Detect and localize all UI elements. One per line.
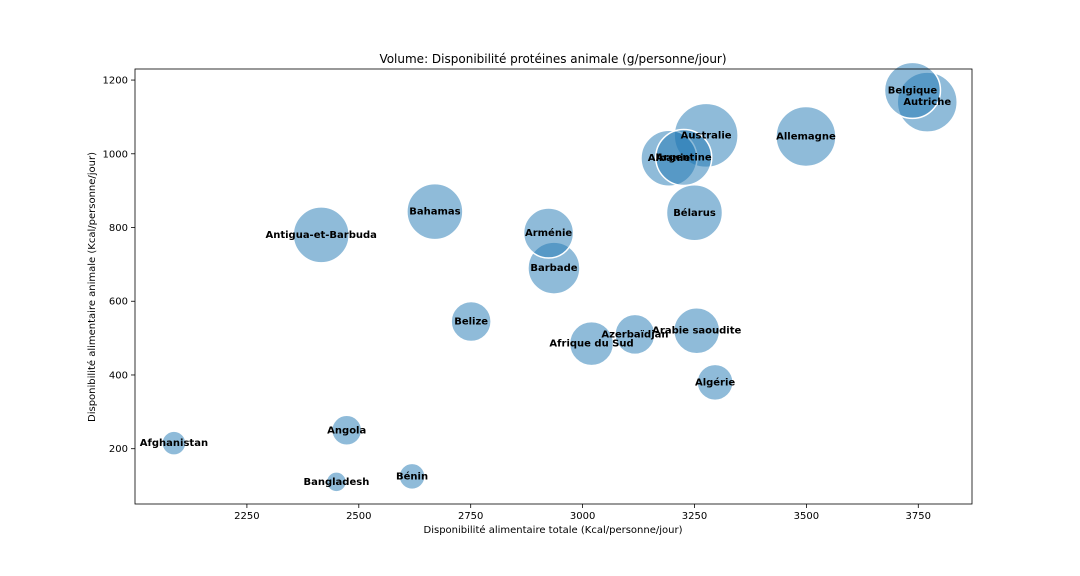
point-label: Bénin [396,470,428,482]
point-label: Allemagne [776,131,836,142]
bubble-point [614,313,656,356]
bubble-point [450,300,492,343]
point-label: Antigua-et-Barbuda [265,230,376,241]
y-axis-label: Disponibilité alimentaire animale (Kcal/… [86,152,98,422]
bubble-point [696,363,734,402]
y-tick-label: 1000 [103,149,128,160]
point-label: Algérie [695,376,735,388]
bubble-point [883,61,942,120]
bubble-point [775,105,837,168]
bubble-point [325,471,348,493]
x-axis-label: Disponibilité alimentaire totale (Kcal/p… [424,524,683,536]
point-label: Argentine [656,152,712,163]
point-label: Belize [454,317,488,328]
y-tick-label: 800 [109,223,128,234]
point-label: Angola [327,425,366,436]
point-label: Arménie [525,227,572,239]
bubble-point [665,184,724,242]
bubble-point [654,128,713,187]
point-label: Arabie saoudite [652,326,741,337]
bubble-point [522,207,575,259]
x-axis: 2250 2500 2750 3000 3250 3500 3750 [234,504,931,522]
y-tick-label: 600 [109,297,128,308]
bubble-point [330,414,363,447]
x-tick-label: 3250 [682,511,707,522]
y-tick-label: 1200 [103,76,128,87]
bubble-point [161,430,187,456]
point-label: Bélarus [673,207,716,219]
x-tick-label: 3000 [570,511,595,522]
x-tick-label: 3500 [794,511,819,522]
point-label: Albanie [648,153,691,164]
point-label: Barbade [530,263,577,274]
point-label: Afrique du Sud [549,339,633,350]
chart-title: Volume: Disponibilité protéines animale … [379,52,726,66]
x-tick-label: 2250 [234,511,259,522]
point-label: Australie [681,130,732,141]
x-tick-label: 3750 [906,511,931,522]
x-tick-label: 2750 [458,511,483,522]
bubble-point [568,320,615,367]
bubble-point [672,306,721,355]
label-group: Afghanistan Angola Bangladesh Bénin Antigua-… [140,85,952,488]
point-label: Bangladesh [303,477,369,488]
point-label: Autriche [903,97,951,108]
point-label: Bahamas [409,207,460,218]
point-label: Azerbaïdjan [601,329,668,340]
y-tick-label: 200 [109,444,128,455]
y-tick-label: 400 [109,370,128,381]
x-tick-label: 2500 [346,511,371,522]
bubble-group [161,61,958,493]
plot-frame [134,68,973,505]
bubble-point [406,182,464,241]
point-label: Afghanistan [140,438,208,449]
bubble-point [292,206,350,264]
point-label: Belgique [888,85,938,96]
bubble-point [398,462,426,491]
y-axis: 200 400 600 800 1000 1200 [103,76,135,455]
